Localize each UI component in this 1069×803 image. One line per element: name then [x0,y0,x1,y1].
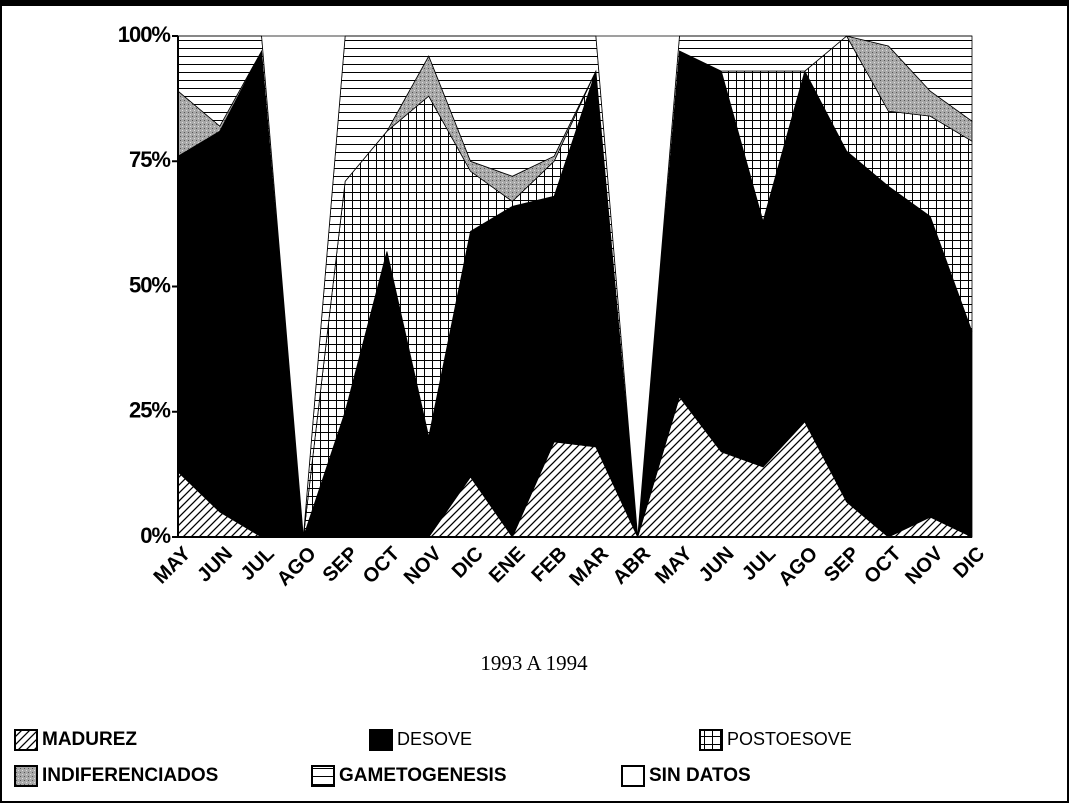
subtitle: 1993 A 1994 [480,651,588,675]
x-tick-label: ABR [609,542,656,589]
x-tick-label: FEB [528,543,572,587]
x-tick-label: OCT [359,543,404,588]
legend-swatch [311,765,335,787]
x-tick-label: AGO [774,543,822,591]
x-tick-label: OCT [860,543,905,588]
legend-swatch [699,729,723,751]
x-tick-label: ENE [485,543,530,588]
x-tick-label: DIC [949,543,989,583]
legend-label: GAMETOGENESIS [339,765,507,786]
x-tick-label: JUL [237,543,279,585]
legend-label: INDIFERENCIADOS [42,765,218,786]
x-tick-label: NOV [901,542,948,589]
x-tick-label: MAY [150,542,196,588]
x-tick-label: JUN [193,543,237,587]
legend-swatch [621,765,645,787]
x-tick-label: SEP [820,543,864,587]
legend-label: DESOVE [397,729,472,749]
legend-swatch [369,729,393,751]
y-tick-label: 0% [140,523,170,548]
legend-label: MADUREZ [42,729,137,750]
y-tick-label: 25% [129,398,170,423]
legend-swatch [14,729,38,751]
x-tick-label: AGO [273,543,321,591]
legend-label: SIN DATOS [649,765,751,786]
y-tick-label: 100% [118,22,171,47]
top-rule [0,0,1069,6]
x-tick-label: NOV [400,542,447,589]
y-tick-label: 75% [129,147,170,172]
x-tick-label: JUN [695,543,739,587]
x-tick-label: SEP [319,543,363,587]
x-tick-label: JUL [738,543,780,585]
legend-label: POSTOESOVE [727,729,852,749]
legend-swatch [14,765,38,787]
x-tick-label: DIC [448,543,488,583]
x-tick-label: MAY [651,542,697,588]
x-tick-label: MAR [565,542,613,590]
y-tick-label: 50% [129,272,170,297]
area [178,35,972,538]
